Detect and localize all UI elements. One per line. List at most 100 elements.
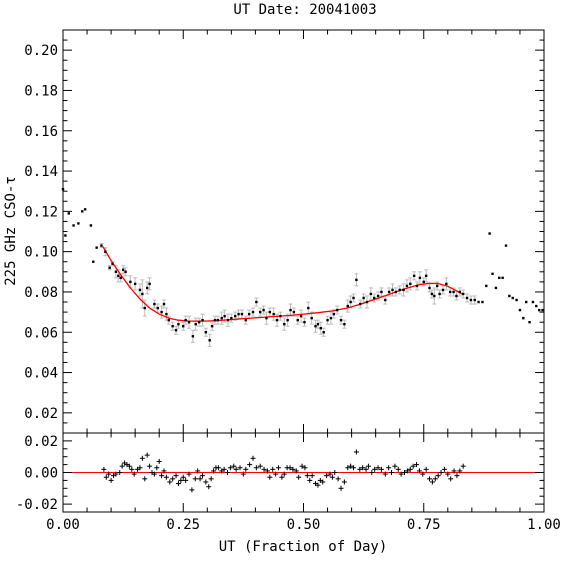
data-point bbox=[174, 329, 178, 332]
data-point bbox=[394, 290, 398, 294]
main-y-tick-labels: 0.02 0.04 0.06 0.08 0.10 0.12 0.14 0.16 0.18 0.20 bbox=[24, 43, 58, 422]
residual-point bbox=[407, 466, 413, 472]
data-point bbox=[314, 325, 317, 328]
residual-point bbox=[357, 466, 363, 472]
data-point bbox=[438, 292, 441, 296]
residual-point bbox=[432, 476, 438, 482]
residual-point bbox=[243, 466, 249, 472]
residual-point bbox=[215, 465, 221, 471]
data-point bbox=[326, 318, 329, 322]
data-point bbox=[541, 308, 544, 312]
data-point bbox=[72, 224, 75, 227]
data-point bbox=[61, 187, 65, 191]
y-tick-label: 0.04 bbox=[24, 366, 58, 382]
residual-point bbox=[293, 468, 299, 474]
data-point bbox=[398, 288, 401, 292]
residual-point bbox=[398, 471, 404, 477]
residual-point bbox=[281, 471, 287, 477]
main-ticks bbox=[62, 29, 545, 434]
data-point bbox=[430, 292, 434, 296]
data-point bbox=[111, 262, 114, 265]
residual-point bbox=[170, 476, 176, 482]
residual-point bbox=[427, 476, 433, 482]
residual-point bbox=[304, 473, 310, 479]
data-point bbox=[182, 325, 185, 328]
residual-point bbox=[307, 477, 313, 483]
residual-point bbox=[375, 465, 381, 471]
residual-point bbox=[351, 465, 357, 471]
data-point bbox=[279, 314, 282, 318]
data-point bbox=[352, 296, 355, 300]
data-point bbox=[108, 266, 111, 269]
residual-point bbox=[429, 479, 435, 485]
residual-point bbox=[365, 463, 371, 469]
residual-point bbox=[438, 470, 444, 475]
data-point bbox=[501, 276, 504, 280]
data-point bbox=[268, 310, 272, 314]
residual-point bbox=[137, 465, 143, 471]
data-point bbox=[213, 318, 217, 322]
residual-point bbox=[267, 474, 273, 480]
data-point bbox=[223, 314, 226, 318]
data-point bbox=[535, 304, 538, 308]
residual-point bbox=[386, 465, 392, 471]
data-point bbox=[445, 282, 448, 286]
residual-point bbox=[363, 466, 369, 472]
residual-point bbox=[382, 471, 388, 477]
y-tick-label: 0.20 bbox=[24, 43, 58, 59]
data-point bbox=[531, 300, 535, 304]
residual-y-tick-label: 0.00 bbox=[24, 466, 58, 482]
residual-point bbox=[240, 471, 246, 477]
data-point bbox=[83, 208, 87, 211]
data-point bbox=[310, 316, 313, 320]
data-point bbox=[237, 312, 240, 316]
data-point bbox=[303, 320, 306, 324]
residual-point bbox=[392, 463, 398, 469]
residual-point bbox=[332, 470, 338, 475]
data-point bbox=[187, 320, 191, 324]
data-point bbox=[412, 274, 416, 278]
main-data-points bbox=[61, 187, 544, 342]
data-point bbox=[329, 316, 333, 320]
data-point bbox=[255, 300, 258, 304]
x-tick-label: 0.00 bbox=[46, 517, 80, 533]
data-point bbox=[428, 286, 431, 290]
data-point bbox=[251, 310, 255, 314]
residual-point bbox=[324, 473, 330, 479]
main-panel: 0.02 0.04 0.06 0.08 0.10 0.12 0.14 0.16 0.18 0.20… bbox=[3, 29, 545, 434]
residual-point bbox=[173, 473, 179, 479]
data-point bbox=[259, 310, 262, 314]
residual-point bbox=[404, 468, 410, 474]
data-point bbox=[194, 322, 197, 326]
data-point bbox=[171, 325, 174, 328]
residual-point bbox=[348, 463, 354, 469]
data-point bbox=[481, 300, 484, 304]
residual-point bbox=[195, 468, 201, 474]
data-point bbox=[89, 224, 93, 227]
residual-y-tick-label: 0.02 bbox=[24, 434, 58, 450]
residual-point bbox=[372, 466, 378, 472]
x-tick-label: 0.50 bbox=[287, 517, 321, 533]
residual-point bbox=[203, 479, 209, 485]
residual-point bbox=[247, 462, 253, 468]
data-point bbox=[376, 294, 380, 298]
x-tick-label: 0.25 bbox=[166, 517, 200, 533]
data-point bbox=[359, 302, 362, 306]
residual-point bbox=[119, 463, 125, 469]
residual-point bbox=[460, 463, 466, 469]
residual-point bbox=[253, 465, 259, 471]
residual-point bbox=[106, 471, 112, 477]
residual-point bbox=[180, 474, 186, 480]
residual-point bbox=[369, 470, 375, 475]
data-point bbox=[244, 318, 247, 322]
residual-point bbox=[163, 474, 169, 480]
main-plot-frame bbox=[62, 29, 545, 434]
data-point bbox=[528, 320, 531, 324]
data-point bbox=[511, 296, 514, 300]
data-point bbox=[504, 244, 508, 247]
data-point bbox=[233, 314, 237, 318]
residual-point bbox=[420, 471, 426, 477]
fit-curve bbox=[102, 246, 463, 322]
residual-tick-labels: -0.02 0.00 0.02 0.00 0.25 0.50 0.75 1.00 bbox=[16, 434, 561, 533]
data-point bbox=[292, 310, 296, 314]
